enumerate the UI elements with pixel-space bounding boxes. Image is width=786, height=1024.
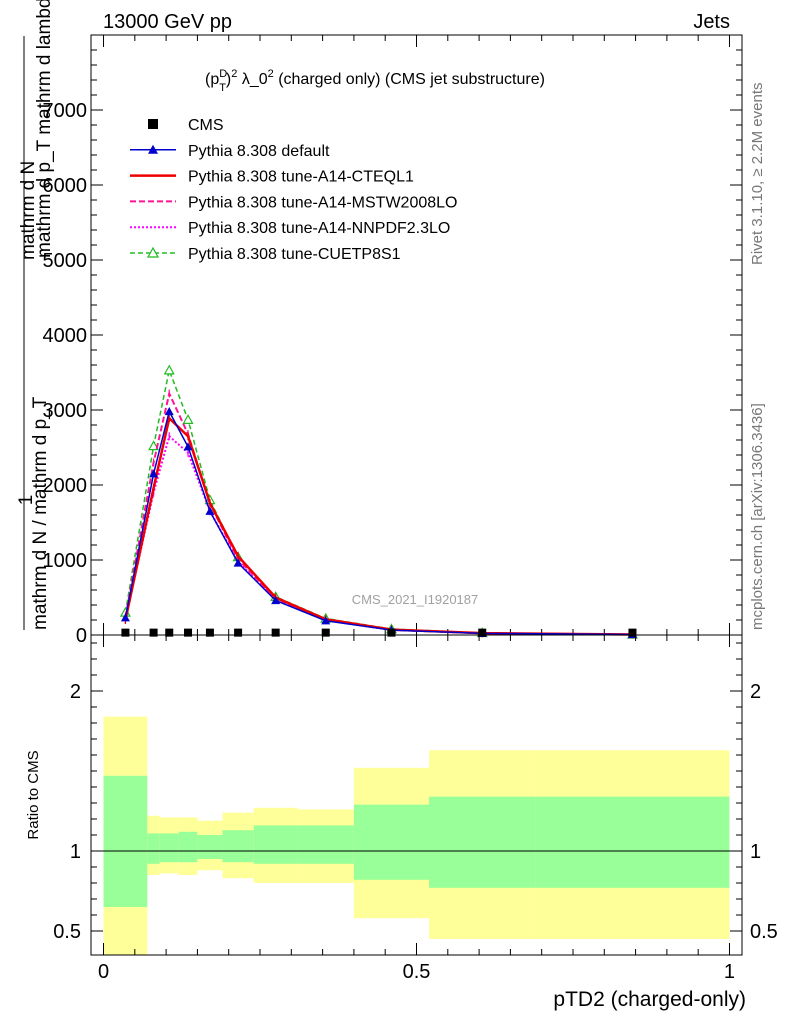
ratio-band-inner (222, 830, 254, 863)
series-marker-default (164, 407, 174, 416)
ratio-bands (91, 716, 742, 955)
main-series-layer (119, 364, 638, 639)
ratio-band-inner (353, 804, 430, 880)
ratio-ytick-label-right: 0.5 (750, 921, 778, 943)
ratio-band-inner (103, 775, 148, 907)
main-ytick-label: 4000 (43, 325, 88, 347)
ratio-axis-ticks (91, 635, 742, 955)
cms-data-point (149, 628, 158, 637)
legend-label: Pythia 8.308 tune-A14-CTEQL1 (188, 169, 414, 186)
main-ytick-label: 1000 (43, 550, 88, 572)
legend-label: Pythia 8.308 tune-A14-MSTW2008LO (188, 194, 457, 211)
ratio-band-inner (429, 796, 536, 888)
cms-data-point (271, 628, 280, 637)
cms-data-point (121, 628, 130, 637)
series-marker-default (205, 506, 215, 515)
main-ylabel: mathrm d N mathrm d p_T mathrm d lambda … (16, 0, 55, 630)
series-marker-default (321, 616, 331, 625)
ylabel-one: 1 (16, 495, 37, 506)
legend: CMS Pythia 8.308 default Pythia 8.308 tune… (130, 117, 457, 263)
ratio-band-inner (253, 825, 298, 864)
ratio-ylabel: Ratio to CMS (25, 750, 42, 839)
legend-label: Pythia 8.308 default (188, 143, 330, 160)
series-marker-default (271, 596, 281, 605)
cms-data-point (205, 628, 214, 637)
series-marker-cuetp8s1 (163, 364, 175, 375)
series-marker-cuetp8s1 (182, 414, 194, 424)
legend-label: Pythia 8.308 tune-A14-NNPDF2.3LO (188, 220, 450, 237)
main-y-tick-labels: 0 1000 2000 3000 4000 5000 6000 7000 (43, 100, 88, 647)
legend-marker-open-triangle (146, 246, 160, 258)
header-energy: 13000 GeV pp (103, 11, 232, 33)
cms-data-point (628, 628, 637, 637)
main-ytick-label: 6000 (43, 175, 88, 197)
ylabel-top: mathrm d N (18, 161, 39, 260)
ratio-ytick-label: 1 (70, 841, 81, 863)
main-ytick-label: 3000 (43, 400, 88, 422)
series-marker-default (120, 613, 130, 622)
legend-label: Pythia 8.308 tune-CUETP8S1 (188, 246, 401, 263)
title-sub-t: T (219, 82, 226, 94)
title-close: ) (226, 71, 231, 88)
rivet-label: Rivet 3.1.10, ≥ 2.2M events (749, 83, 766, 266)
main-ytick-label: 0 (76, 625, 87, 647)
series-marker-default (233, 558, 243, 567)
legend-label: CMS (188, 117, 224, 134)
legend-marker-triangle (148, 144, 158, 154)
cms-data-point (387, 628, 396, 637)
ratio-ytick-label-right: 2 (750, 681, 761, 703)
ratio-band-inner (197, 835, 223, 859)
header-process: Jets (693, 11, 730, 33)
cms-data-point (165, 628, 174, 637)
cms-data-point (321, 628, 330, 637)
series-marker-default (149, 469, 159, 478)
title-p: (p (205, 71, 219, 88)
x-axis-label: pTD2 (charged-only) (553, 988, 746, 1011)
main-ytick-label: 5000 (43, 250, 88, 272)
x-tick-label: 0 (98, 961, 109, 983)
x-tick-label: 1 (724, 961, 735, 983)
ratio-y-tick-labels: 0.5 0.5 1 1 2 2 (53, 681, 778, 943)
plot-title: (pD T)2 λ_02 (charged only) (CMS jet subs… (205, 68, 545, 94)
ratio-band-inner (159, 833, 179, 863)
ratio-band-inner (297, 825, 354, 864)
series-marker-default (183, 442, 193, 451)
title-sup-d: D (219, 68, 227, 80)
title-tail: (charged only) (CMS jet substructure) (274, 71, 545, 88)
watermark: CMS_2021_I1920187 (352, 592, 479, 607)
ratio-band-inner (535, 796, 730, 888)
ratio-ytick-label: 0.5 (53, 921, 81, 943)
x-tick-label: 0.5 (403, 961, 431, 983)
title-sup-end: 2 (268, 68, 274, 80)
series-marker-cuetp8s1 (148, 440, 160, 451)
title-rest: λ_0 (237, 71, 267, 88)
ylabel-top2: mathrm d p_T mathrm d lambda (34, 0, 55, 258)
title-sup-2: 2 (231, 68, 237, 80)
legend-marker-cms (148, 119, 158, 129)
ratio-band-inner (178, 831, 198, 863)
ratio-ytick-label-right: 1 (750, 841, 761, 863)
cms-data-point (478, 628, 487, 637)
main-ytick-label: 2000 (43, 475, 88, 497)
ratio-band-inner (147, 833, 160, 864)
ylabel-bottom: mathrm d N / mathrm d p_T (30, 396, 51, 630)
x-tick-labels: 0 0.5 1 (98, 961, 735, 983)
cms-data-point (234, 628, 243, 637)
cms-data-point (184, 628, 193, 637)
mcplots-label: mcplots.cern.ch [arXiv:1306.3436] (749, 403, 766, 630)
ratio-ytick-label: 2 (70, 681, 81, 703)
main-ytick-label: 7000 (43, 100, 88, 122)
